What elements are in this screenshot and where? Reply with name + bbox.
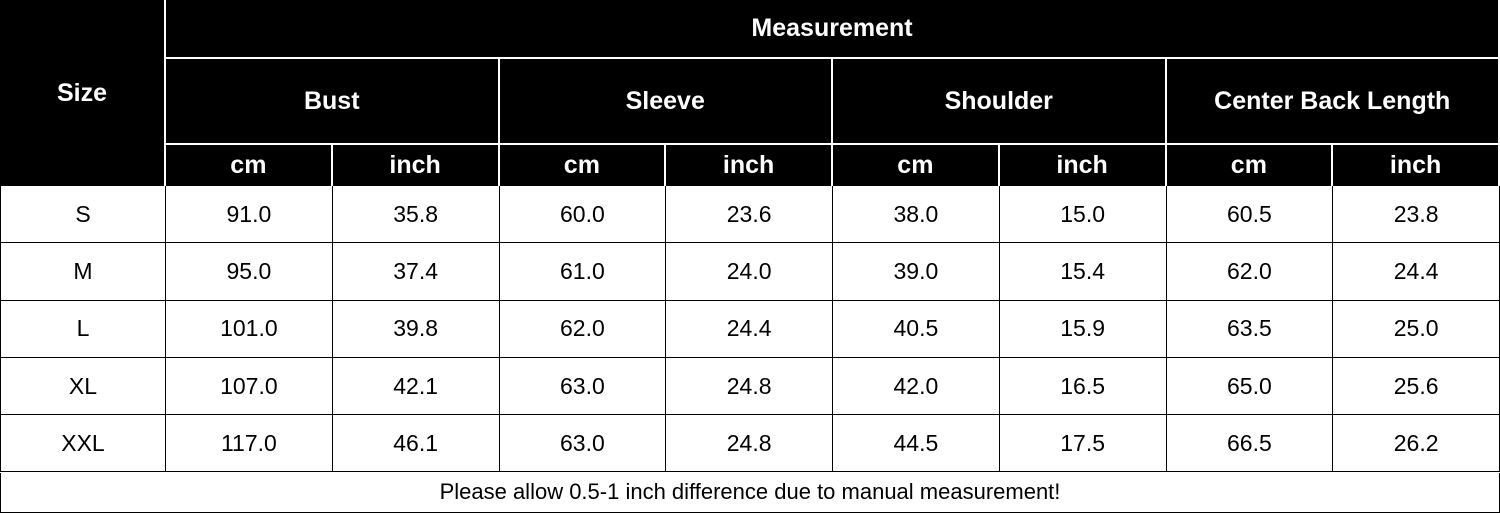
value-cell: 95.0	[166, 243, 333, 301]
unit-header: inch	[999, 145, 1167, 186]
value-cell: 66.5	[1166, 415, 1334, 473]
value-cell: 16.5	[999, 357, 1167, 416]
size-cell: XL	[0, 357, 166, 416]
group-header: Bust	[166, 59, 500, 145]
value-cell: 91.0	[166, 186, 333, 244]
value-cell: 15.0	[999, 186, 1167, 244]
size-cell: XXL	[0, 415, 166, 473]
value-cell: 39.0	[833, 243, 1000, 301]
size-cell: S	[0, 186, 166, 244]
unit-header: inch	[666, 145, 833, 186]
value-cell: 25.0	[1333, 300, 1500, 358]
unit-header: inch	[332, 145, 500, 186]
value-cell: 15.9	[999, 300, 1167, 358]
value-cell: 63.0	[499, 415, 667, 473]
value-cell: 107.0	[166, 357, 333, 416]
unit-header: cm	[833, 145, 1000, 186]
group-header: Sleeve	[499, 59, 833, 145]
value-cell: 65.0	[1166, 357, 1334, 416]
value-cell: 62.0	[1166, 243, 1334, 301]
value-cell: 24.4	[666, 300, 833, 358]
value-cell: 24.8	[666, 415, 833, 473]
value-cell: 17.5	[999, 415, 1167, 473]
value-cell: 46.1	[332, 415, 500, 473]
value-cell: 44.5	[833, 415, 1000, 473]
value-cell: 24.4	[1333, 243, 1500, 301]
size-cell: M	[0, 243, 166, 301]
size-header: Size	[0, 0, 166, 186]
unit-header: cm	[1166, 145, 1334, 186]
value-cell: 15.4	[999, 243, 1167, 301]
value-cell: 117.0	[166, 415, 333, 473]
value-cell: 38.0	[833, 186, 1000, 244]
value-cell: 24.8	[666, 357, 833, 416]
size-cell: L	[0, 300, 166, 358]
unit-header: inch	[1333, 145, 1500, 186]
value-cell: 26.2	[1333, 415, 1500, 473]
value-cell: 60.0	[499, 186, 667, 244]
group-header: Shoulder	[833, 59, 1167, 145]
value-cell: 101.0	[166, 300, 333, 358]
value-cell: 42.0	[833, 357, 1000, 416]
value-cell: 39.8	[332, 300, 500, 358]
value-cell: 60.5	[1166, 186, 1334, 244]
value-cell: 25.6	[1333, 357, 1500, 416]
unit-header: cm	[499, 145, 667, 186]
note: Please allow 0.5-1 inch difference due t…	[0, 472, 1500, 513]
value-cell: 24.0	[666, 243, 833, 301]
value-cell: 35.8	[332, 186, 500, 244]
value-cell: 40.5	[833, 300, 1000, 358]
value-cell: 37.4	[332, 243, 500, 301]
value-cell: 62.0	[499, 300, 667, 358]
value-cell: 63.0	[499, 357, 667, 416]
value-cell: 23.8	[1333, 186, 1500, 244]
measurement-header: Measurement	[166, 0, 1500, 59]
value-cell: 63.5	[1166, 300, 1334, 358]
value-cell: 42.1	[332, 357, 500, 416]
unit-header: cm	[166, 145, 333, 186]
value-cell: 23.6	[666, 186, 833, 244]
value-cell: 61.0	[499, 243, 667, 301]
group-header: Center Back Length	[1166, 59, 1500, 145]
